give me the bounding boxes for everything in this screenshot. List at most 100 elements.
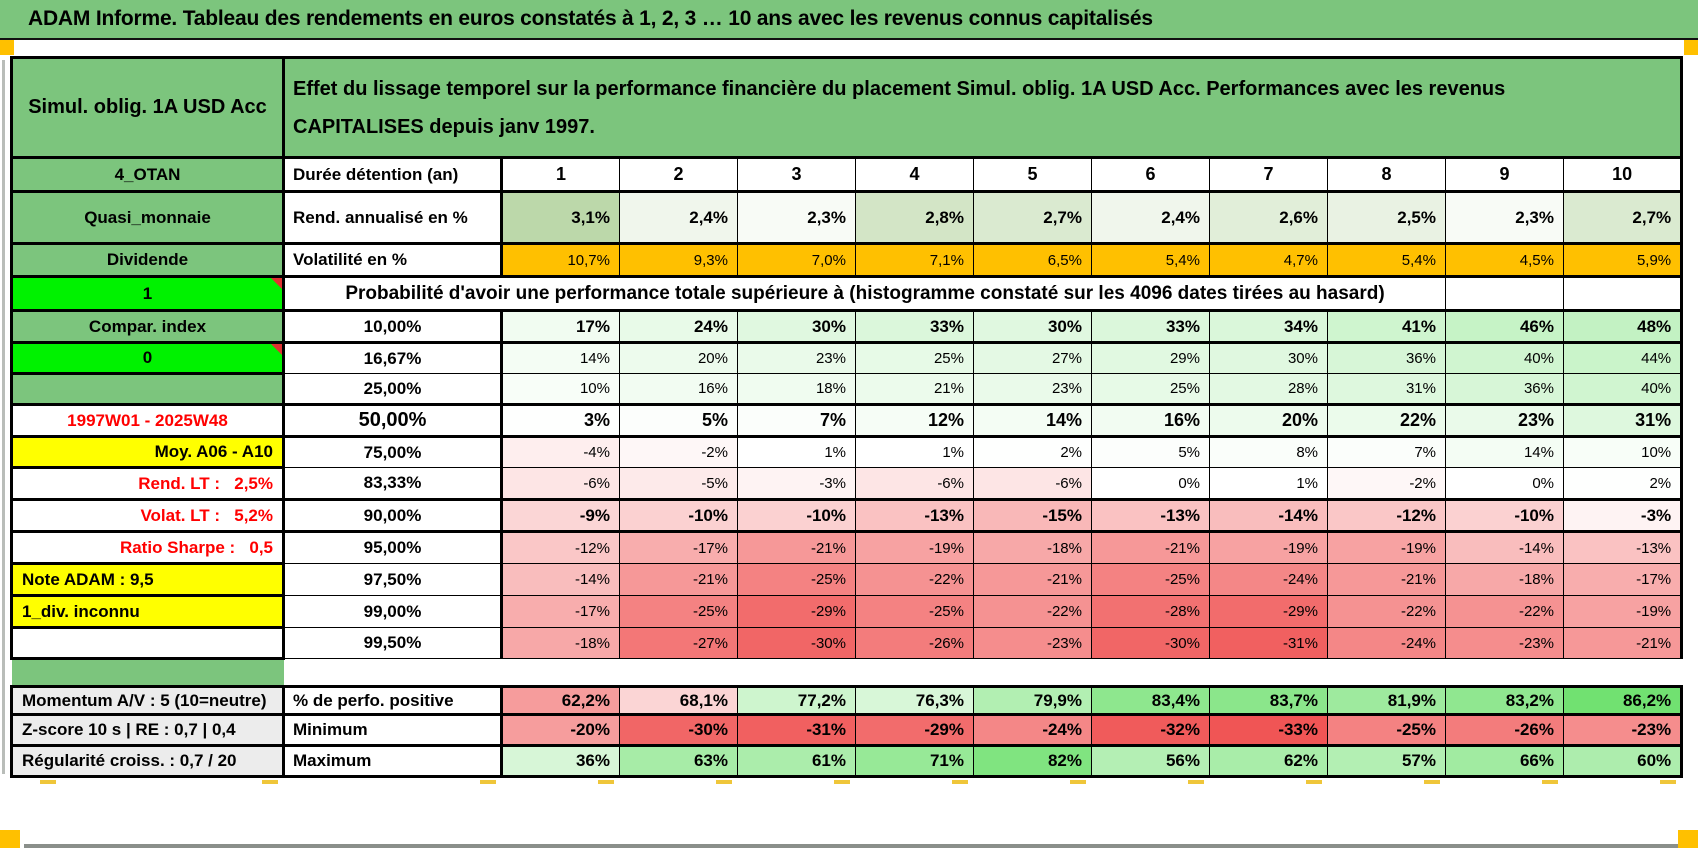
- cell-volatility-year6[interactable]: 5,4%: [1091, 242, 1210, 278]
- cell-minimum-year8[interactable]: -25%: [1327, 713, 1446, 747]
- cell-p25-year8[interactable]: 31%: [1327, 373, 1446, 405]
- scrollbar-track[interactable]: [24, 844, 1688, 848]
- measure-label-p95[interactable]: 95,00%: [282, 531, 503, 564]
- cell-duration-year1[interactable]: 1: [501, 156, 620, 193]
- row-label-positive[interactable]: Momentum A/V : 5 (10=neutre): [10, 685, 285, 716]
- cell-p83-year5[interactable]: -6%: [973, 467, 1092, 500]
- cell-p25-year1[interactable]: 10%: [501, 373, 620, 405]
- cell-p50-year4[interactable]: 12%: [855, 403, 974, 438]
- measure-label-maximum[interactable]: Maximum: [282, 744, 503, 778]
- cell-p95-year10[interactable]: -13%: [1562, 531, 1684, 564]
- cell-p90-year8[interactable]: -12%: [1327, 498, 1446, 533]
- row-label-p50[interactable]: 1997W01 - 2025W48: [10, 403, 285, 438]
- cell-p975-year5[interactable]: -21%: [973, 563, 1092, 596]
- cell-positive-year3[interactable]: 77,2%: [737, 685, 856, 716]
- cell-p95-year6[interactable]: -21%: [1091, 531, 1210, 564]
- cell-p50-year3[interactable]: 7%: [737, 403, 856, 438]
- row-label-p10[interactable]: Compar. index: [10, 309, 285, 344]
- cell-p975-year7[interactable]: -24%: [1209, 563, 1328, 596]
- cell-p75-year2[interactable]: -2%: [619, 436, 738, 468]
- row-label-p75[interactable]: Moy. A06 - A10: [10, 435, 285, 469]
- cell-positive-year5[interactable]: 79,9%: [973, 685, 1092, 716]
- cell-p16-year8[interactable]: 36%: [1327, 342, 1446, 374]
- cell-p83-year9[interactable]: 0%: [1445, 467, 1564, 500]
- cell-p50-year1[interactable]: 3%: [501, 403, 620, 438]
- row-label-p25[interactable]: [10, 372, 285, 406]
- cell-p83-year10[interactable]: 2%: [1562, 467, 1684, 500]
- cell-maximum-year6[interactable]: 56%: [1091, 744, 1210, 778]
- cell-p10-year7[interactable]: 34%: [1209, 309, 1328, 344]
- cell-p975-year10[interactable]: -17%: [1562, 563, 1684, 596]
- cell-p10-year3[interactable]: 30%: [737, 309, 856, 344]
- cell-minimum-year10[interactable]: -23%: [1562, 713, 1684, 747]
- cell-p995-year5[interactable]: -23%: [973, 627, 1092, 659]
- cell-p75-year6[interactable]: 5%: [1091, 436, 1210, 468]
- measure-label-positive[interactable]: % de perfo. positive: [282, 685, 503, 716]
- row-label-duration[interactable]: 4_OTAN: [10, 156, 285, 193]
- cell-duration-year6[interactable]: 6: [1091, 156, 1210, 193]
- cell-p75-year4[interactable]: 1%: [855, 436, 974, 468]
- cell-p83-year1[interactable]: -6%: [501, 467, 620, 500]
- cell-p95-year8[interactable]: -19%: [1327, 531, 1446, 564]
- cell-volatility-year1[interactable]: 10,7%: [501, 242, 620, 278]
- row-label-p995[interactable]: [10, 626, 285, 660]
- cell-p99-year3[interactable]: -29%: [737, 595, 856, 628]
- measure-label-p975[interactable]: 97,50%: [282, 563, 503, 596]
- cell-p50-year8[interactable]: 22%: [1327, 403, 1446, 438]
- cell-p50-year2[interactable]: 5%: [619, 403, 738, 438]
- cell-p90-year3[interactable]: -10%: [737, 498, 856, 533]
- cell-p90-year9[interactable]: -10%: [1445, 498, 1564, 533]
- cell-volatility-year8[interactable]: 5,4%: [1327, 242, 1446, 278]
- cell-positive-year9[interactable]: 83,2%: [1445, 685, 1564, 716]
- cell-maximum-year1[interactable]: 36%: [501, 744, 620, 778]
- row-label-p83[interactable]: Rend. LT : 2,5%: [10, 466, 285, 501]
- probability-section-title[interactable]: Probabilité d'avoir une performance tota…: [282, 275, 1446, 312]
- cell-p10-year1[interactable]: 17%: [501, 309, 620, 344]
- cell-volatility-year3[interactable]: 7,0%: [737, 242, 856, 278]
- cell-p95-year7[interactable]: -19%: [1209, 531, 1328, 564]
- cell-minimum-year2[interactable]: -30%: [619, 713, 738, 747]
- cell-p99-year8[interactable]: -22%: [1327, 595, 1446, 628]
- cell-positive-year4[interactable]: 76,3%: [855, 685, 974, 716]
- cell-p25-year5[interactable]: 23%: [973, 373, 1092, 405]
- cell-p90-year7[interactable]: -14%: [1209, 498, 1328, 533]
- cell-p99-year10[interactable]: -19%: [1562, 595, 1684, 628]
- cell-p25-year4[interactable]: 21%: [855, 373, 974, 405]
- measure-label-minimum[interactable]: Minimum: [282, 713, 503, 747]
- cell-p25-year6[interactable]: 25%: [1091, 373, 1210, 405]
- cell-p90-year2[interactable]: -10%: [619, 498, 738, 533]
- cell-maximum-year5[interactable]: 82%: [973, 744, 1092, 778]
- cell-p16-year9[interactable]: 40%: [1445, 342, 1564, 374]
- cell-positive-year8[interactable]: 81,9%: [1327, 685, 1446, 716]
- cell-annualized-year4[interactable]: 2,8%: [855, 190, 974, 245]
- description-cell[interactable]: Effet du lissage temporel sur la perform…: [281, 56, 1684, 159]
- cell-minimum-year1[interactable]: -20%: [501, 713, 620, 747]
- cell-p75-year7[interactable]: 8%: [1209, 436, 1328, 468]
- cell-p99-year5[interactable]: -22%: [973, 595, 1092, 628]
- cell-p10-year5[interactable]: 30%: [973, 309, 1092, 344]
- cell-duration-year2[interactable]: 2: [619, 156, 738, 193]
- cell-p995-year2[interactable]: -27%: [619, 627, 738, 659]
- cell-p25-year9[interactable]: 36%: [1445, 373, 1564, 405]
- cell-p995-year4[interactable]: -26%: [855, 627, 974, 659]
- cell-p75-year10[interactable]: 10%: [1562, 436, 1684, 468]
- cell-p99-year4[interactable]: -25%: [855, 595, 974, 628]
- cell-volatility-year9[interactable]: 4,5%: [1445, 242, 1564, 278]
- cell-annualized-year9[interactable]: 2,3%: [1445, 190, 1564, 245]
- cell-maximum-year7[interactable]: 62%: [1209, 744, 1328, 778]
- measure-label-p16[interactable]: 16,67%: [282, 342, 503, 374]
- cell-p75-year3[interactable]: 1%: [737, 436, 856, 468]
- cell-annualized-year7[interactable]: 2,6%: [1209, 190, 1328, 245]
- cell-positive-year6[interactable]: 83,4%: [1091, 685, 1210, 716]
- measure-label-p90[interactable]: 90,00%: [282, 498, 503, 533]
- cell-volatility-year4[interactable]: 7,1%: [855, 242, 974, 278]
- cell-volatility-year7[interactable]: 4,7%: [1209, 242, 1328, 278]
- cell-p995-year6[interactable]: -30%: [1091, 627, 1210, 659]
- cell-minimum-year5[interactable]: -24%: [973, 713, 1092, 747]
- row-label-p90[interactable]: Volat. LT : 5,2%: [10, 498, 285, 533]
- product-name-cell[interactable]: Simul. oblig. 1A USD Acc: [10, 56, 285, 159]
- measure-label-p83[interactable]: 83,33%: [282, 467, 503, 500]
- measure-label-volatility[interactable]: Volatilité en %: [282, 242, 503, 278]
- cell-p10-year4[interactable]: 33%: [855, 309, 974, 344]
- cell-minimum-year3[interactable]: -31%: [737, 713, 856, 747]
